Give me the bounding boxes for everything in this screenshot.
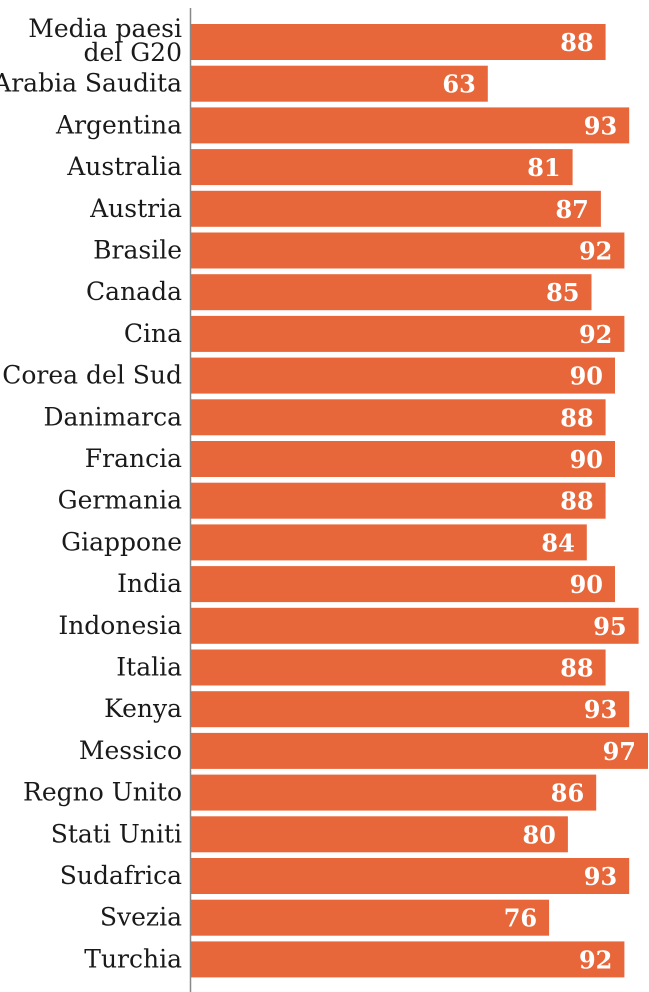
bar xyxy=(191,190,601,227)
category-label: Canada xyxy=(86,277,182,306)
bar-value-label: 93 xyxy=(584,862,617,891)
bar-value-label: 85 xyxy=(546,278,579,307)
bar xyxy=(191,482,606,519)
bar-value-label: 90 xyxy=(570,570,603,599)
bar xyxy=(191,691,630,728)
bar-value-label: 92 xyxy=(579,237,612,266)
bar xyxy=(191,899,550,936)
category-label: Stati Uniti xyxy=(51,819,182,848)
bar-value-label: 88 xyxy=(560,487,593,516)
bar-value-label: 92 xyxy=(579,945,612,974)
bar xyxy=(191,357,615,394)
category-label: Danimarca xyxy=(43,402,182,431)
bar-value-label: 97 xyxy=(603,737,636,766)
category-label: Francia xyxy=(85,444,182,473)
bar-value-label: 80 xyxy=(522,820,555,849)
category-label: Kenya xyxy=(104,694,182,723)
bar xyxy=(191,649,606,686)
bar xyxy=(191,941,625,978)
bar xyxy=(191,24,606,60)
category-label: India xyxy=(117,569,182,598)
bars-layer xyxy=(191,24,648,978)
category-label: Media paesi del G20 xyxy=(28,14,182,67)
bar-value-label: 84 xyxy=(541,528,574,557)
category-label: Argentina xyxy=(55,110,182,139)
bar xyxy=(191,732,648,769)
bar-value-label: 88 xyxy=(560,28,593,57)
bar xyxy=(191,315,625,352)
category-label: Cina xyxy=(124,319,182,348)
category-label: Brasile xyxy=(93,236,182,265)
bar xyxy=(191,274,592,311)
bar xyxy=(191,524,587,561)
category-label: Germania xyxy=(58,486,182,515)
bar xyxy=(191,774,597,811)
category-label: Svezia xyxy=(100,903,182,932)
bar-value-label: 88 xyxy=(560,654,593,683)
category-label: Australia xyxy=(66,152,182,181)
bar-value-label: 86 xyxy=(551,779,584,808)
bar-value-label: 92 xyxy=(579,320,612,349)
bar xyxy=(191,232,625,269)
value-labels: 8863938187928592908890888490958893978680… xyxy=(442,28,636,974)
category-label: Sudafrica xyxy=(60,861,182,890)
bar-value-label: 87 xyxy=(555,195,588,224)
bar xyxy=(191,566,615,603)
bar-value-label: 95 xyxy=(593,612,626,641)
bar xyxy=(191,399,606,436)
bar-value-label: 88 xyxy=(560,403,593,432)
category-label-line: del G20 xyxy=(83,38,182,67)
bar-value-label: 81 xyxy=(527,153,560,182)
bar xyxy=(191,107,630,144)
bar-value-label: 90 xyxy=(570,362,603,391)
category-label: Messico xyxy=(79,736,182,765)
bar xyxy=(191,607,639,644)
category-label: Indonesia xyxy=(58,611,182,640)
bar-value-label: 93 xyxy=(584,695,617,724)
category-label: Giappone xyxy=(61,527,182,556)
bar xyxy=(191,816,568,853)
bar xyxy=(191,858,630,894)
bar-value-label: 76 xyxy=(504,904,537,933)
category-label: Regno Unito xyxy=(23,778,182,807)
category-label: Austria xyxy=(89,194,182,223)
category-label: Italia xyxy=(116,653,182,682)
bar xyxy=(191,65,488,102)
bar-value-label: 63 xyxy=(442,70,475,99)
category-label: Arabia Saudita xyxy=(0,69,182,98)
bar-value-label: 90 xyxy=(570,445,603,474)
bar-value-label: 93 xyxy=(584,111,617,140)
bar xyxy=(191,149,573,186)
category-label-line: Media paesi xyxy=(28,14,182,43)
category-label: Corea del Sud xyxy=(2,361,182,390)
bar xyxy=(191,441,615,477)
category-label: Turchia xyxy=(84,944,182,973)
